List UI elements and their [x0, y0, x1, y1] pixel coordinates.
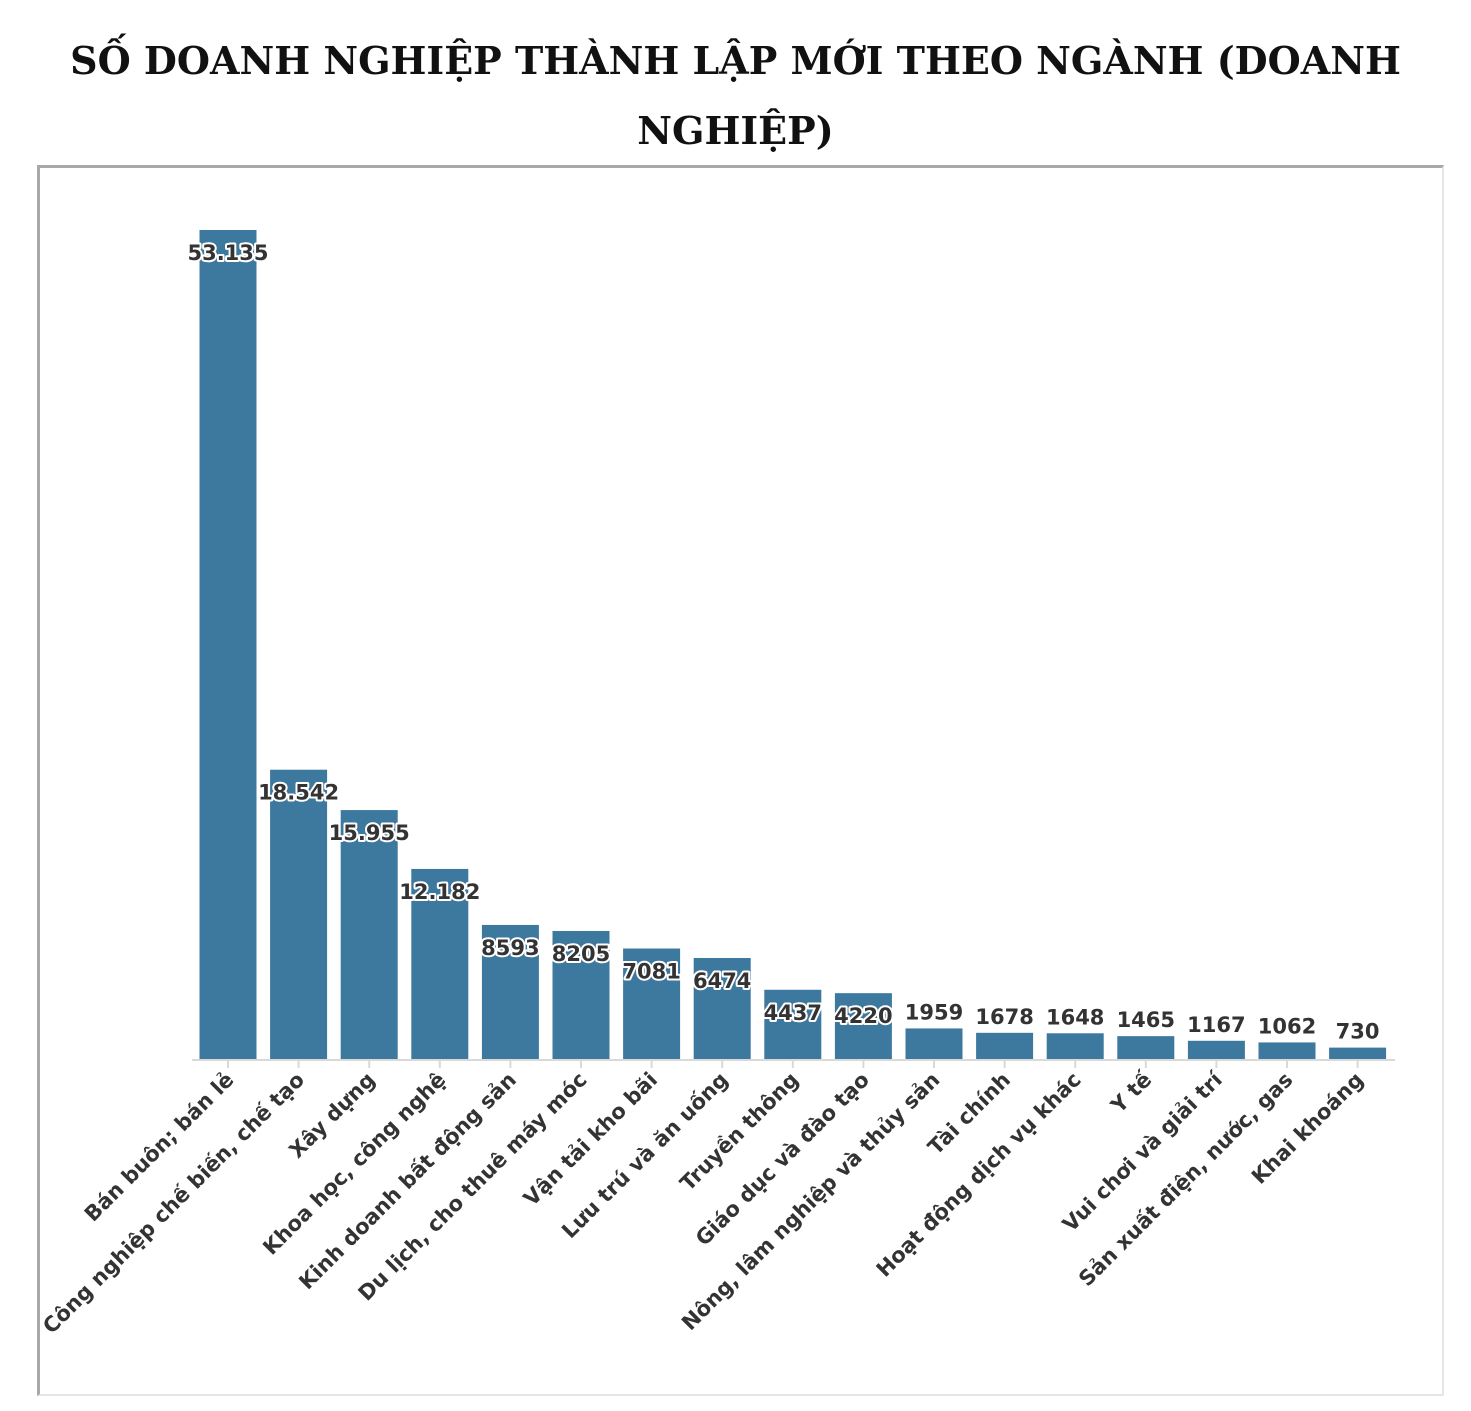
bar-4	[411, 868, 469, 1059]
bar-12	[976, 1032, 1034, 1059]
value-label-13: 1648	[1046, 1005, 1104, 1029]
value-label-15: 1167	[1187, 1013, 1245, 1037]
value-label-7: 7081	[622, 960, 680, 984]
bar-1	[199, 230, 257, 1059]
value-label-16: 1062	[1258, 1014, 1316, 1038]
value-label-4: 12.182	[399, 880, 480, 904]
bar-16	[1258, 1042, 1316, 1059]
chart-title-line-2: NGHIỆP)	[637, 108, 834, 153]
value-label-10: 4220	[834, 1004, 892, 1028]
value-label-12: 1678	[975, 1005, 1033, 1029]
bar-10	[834, 993, 892, 1059]
bar-5	[481, 924, 539, 1059]
category-label-14: Y tế	[1106, 1067, 1157, 1118]
bar-13	[1046, 1033, 1104, 1059]
bar-2	[270, 769, 328, 1059]
value-label-9: 4437	[764, 1001, 822, 1025]
bar-15	[1187, 1040, 1245, 1059]
chart-title: SỐ DOANH NGHIỆP THÀNH LẬP MỚI THEO NGÀNH…	[0, 26, 1471, 166]
value-label-3: 15.955	[329, 821, 410, 845]
value-label-5: 8593	[481, 936, 539, 960]
value-label-2: 18.542	[258, 781, 339, 805]
category-label-2: Công nghiệp chế biến, chế tạo	[38, 1068, 309, 1339]
bar-11	[905, 1028, 963, 1059]
bar-6	[552, 930, 610, 1059]
bar-8	[693, 957, 751, 1059]
category-label-11: Nông, lâm nghiệp và thủy sản	[677, 1068, 944, 1335]
category-label-7: Vận tải kho bãi	[519, 1068, 662, 1211]
value-label-11: 1959	[905, 1000, 963, 1024]
chart-title-line-1: SỐ DOANH NGHIỆP THÀNH LẬP MỚI THEO NGÀNH…	[70, 38, 1401, 83]
value-label-1: 53.135	[187, 241, 268, 265]
value-label-8: 6474	[693, 969, 751, 993]
bar-14	[1117, 1036, 1175, 1059]
value-label-6: 8205	[552, 942, 610, 966]
bar-7	[623, 948, 681, 1059]
bar-9	[764, 989, 822, 1059]
value-label-14: 1465	[1117, 1008, 1175, 1032]
value-label-17: 730	[1336, 1020, 1380, 1044]
category-label-9: Truyền thông	[675, 1068, 803, 1196]
bar-17	[1329, 1047, 1387, 1059]
bar-3	[340, 810, 398, 1059]
chart-frame	[37, 165, 1444, 1396]
